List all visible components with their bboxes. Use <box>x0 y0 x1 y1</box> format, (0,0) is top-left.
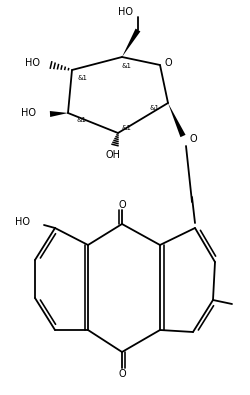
Text: &1: &1 <box>121 63 131 69</box>
Text: &1: &1 <box>76 117 86 123</box>
Polygon shape <box>50 111 68 117</box>
Text: HO: HO <box>118 7 132 17</box>
Text: HO: HO <box>24 58 40 68</box>
Text: O: O <box>118 369 126 379</box>
Text: O: O <box>189 134 197 144</box>
Text: &1: &1 <box>121 125 131 131</box>
Text: &1: &1 <box>150 105 160 111</box>
Text: HO: HO <box>20 108 36 118</box>
Text: O: O <box>164 58 172 68</box>
Polygon shape <box>122 28 141 57</box>
Polygon shape <box>168 103 186 137</box>
Text: HO: HO <box>14 217 30 227</box>
Text: O: O <box>118 200 126 210</box>
Text: OH: OH <box>106 150 120 160</box>
Text: &1: &1 <box>77 75 87 81</box>
